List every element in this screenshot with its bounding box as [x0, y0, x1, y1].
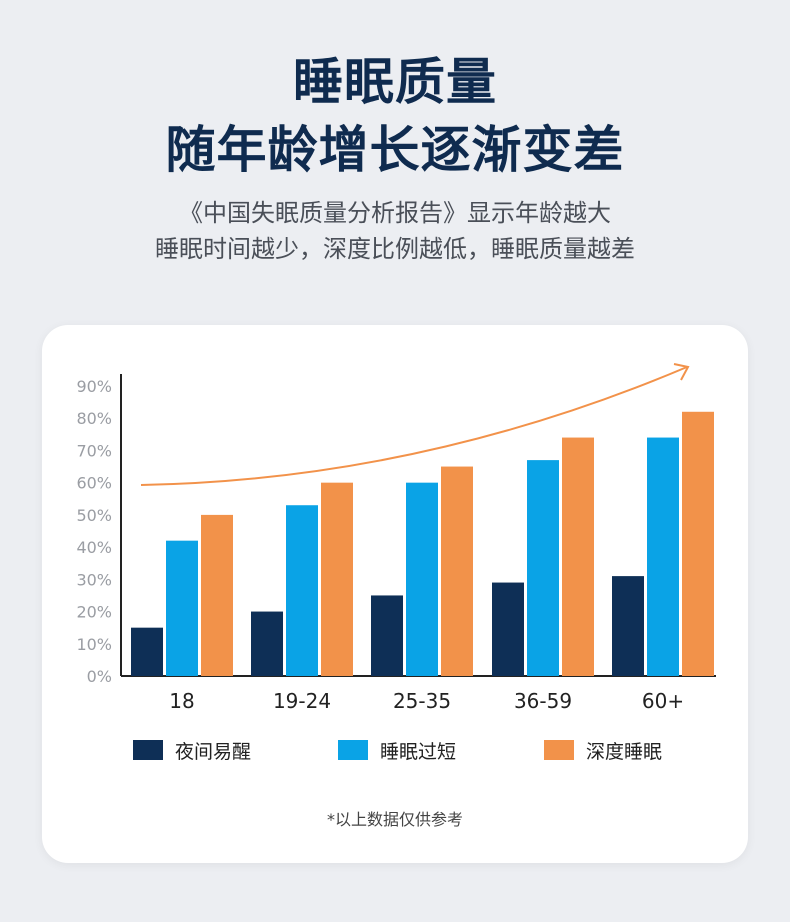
subtitle-line1: 《中国失眠质量分析报告》显示年龄越大 [179, 199, 611, 227]
y-tick-label: 10% [76, 635, 112, 654]
y-tick-label: 40% [76, 538, 112, 557]
bar-夜间易醒-25-35 [371, 595, 403, 676]
bar-睡眠过短-36-59 [527, 460, 559, 676]
subtitle-line2: 睡眠时间越少，深度比例越低，睡眠质量越差 [155, 235, 635, 263]
trend-arrow-line [140, 366, 688, 486]
bar-深度睡眠-36-59 [562, 437, 594, 676]
bar-深度睡眠-60+ [682, 411, 714, 676]
legend-label-deep-sleep: 深度睡眠 [586, 740, 663, 763]
legend-swatch-short-sleep [338, 740, 368, 760]
bar-夜间易醒-18 [131, 627, 163, 676]
legend-label-night-wake: 夜间易醒 [175, 740, 252, 763]
bar-深度睡眠-18 [201, 514, 233, 676]
y-tick-label: 0% [87, 667, 112, 686]
y-tick-label: 90% [76, 377, 112, 396]
legend-item-night-wake: 夜间易醒 [133, 738, 252, 763]
trend-arrow-head-icon [673, 363, 690, 381]
legend-label-short-sleep: 睡眠过短 [380, 740, 457, 763]
legend-swatch-night-wake [133, 740, 163, 760]
page-title-line2: 随年龄增长逐渐变差 [165, 121, 625, 179]
x-tick-label: 25-35 [393, 689, 451, 713]
footnote: *以上数据仅供参考 [326, 810, 463, 829]
bar-睡眠过短-18 [166, 540, 198, 676]
bar-睡眠过短-25-35 [406, 482, 438, 676]
x-tick-label: 36-59 [514, 689, 572, 713]
x-tick-label: 18 [169, 689, 194, 713]
legend-item-short-sleep: 睡眠过短 [338, 738, 457, 763]
legend-swatch-deep-sleep [544, 740, 574, 760]
bar-夜间易醒-60+ [612, 576, 644, 676]
y-tick-label: 80% [76, 409, 112, 428]
bar-深度睡眠-25-35 [441, 466, 473, 676]
legend-item-deep-sleep: 深度睡眠 [544, 738, 663, 763]
y-tick-label: 70% [76, 441, 112, 460]
y-tick-label: 50% [76, 506, 112, 525]
x-tick-label: 19-24 [273, 689, 331, 713]
bar-深度睡眠-19-24 [321, 482, 353, 676]
bar-夜间易醒-19-24 [251, 611, 283, 676]
y-tick-label: 30% [76, 570, 112, 589]
bar-夜间易醒-36-59 [492, 582, 524, 676]
bar-睡眠过短-60+ [647, 437, 679, 676]
page-title-line1: 睡眠质量 [293, 53, 497, 111]
y-tick-label: 20% [76, 603, 112, 622]
x-tick-label: 60+ [642, 689, 684, 713]
y-tick-label: 60% [76, 474, 112, 493]
bar-睡眠过短-19-24 [286, 505, 318, 676]
